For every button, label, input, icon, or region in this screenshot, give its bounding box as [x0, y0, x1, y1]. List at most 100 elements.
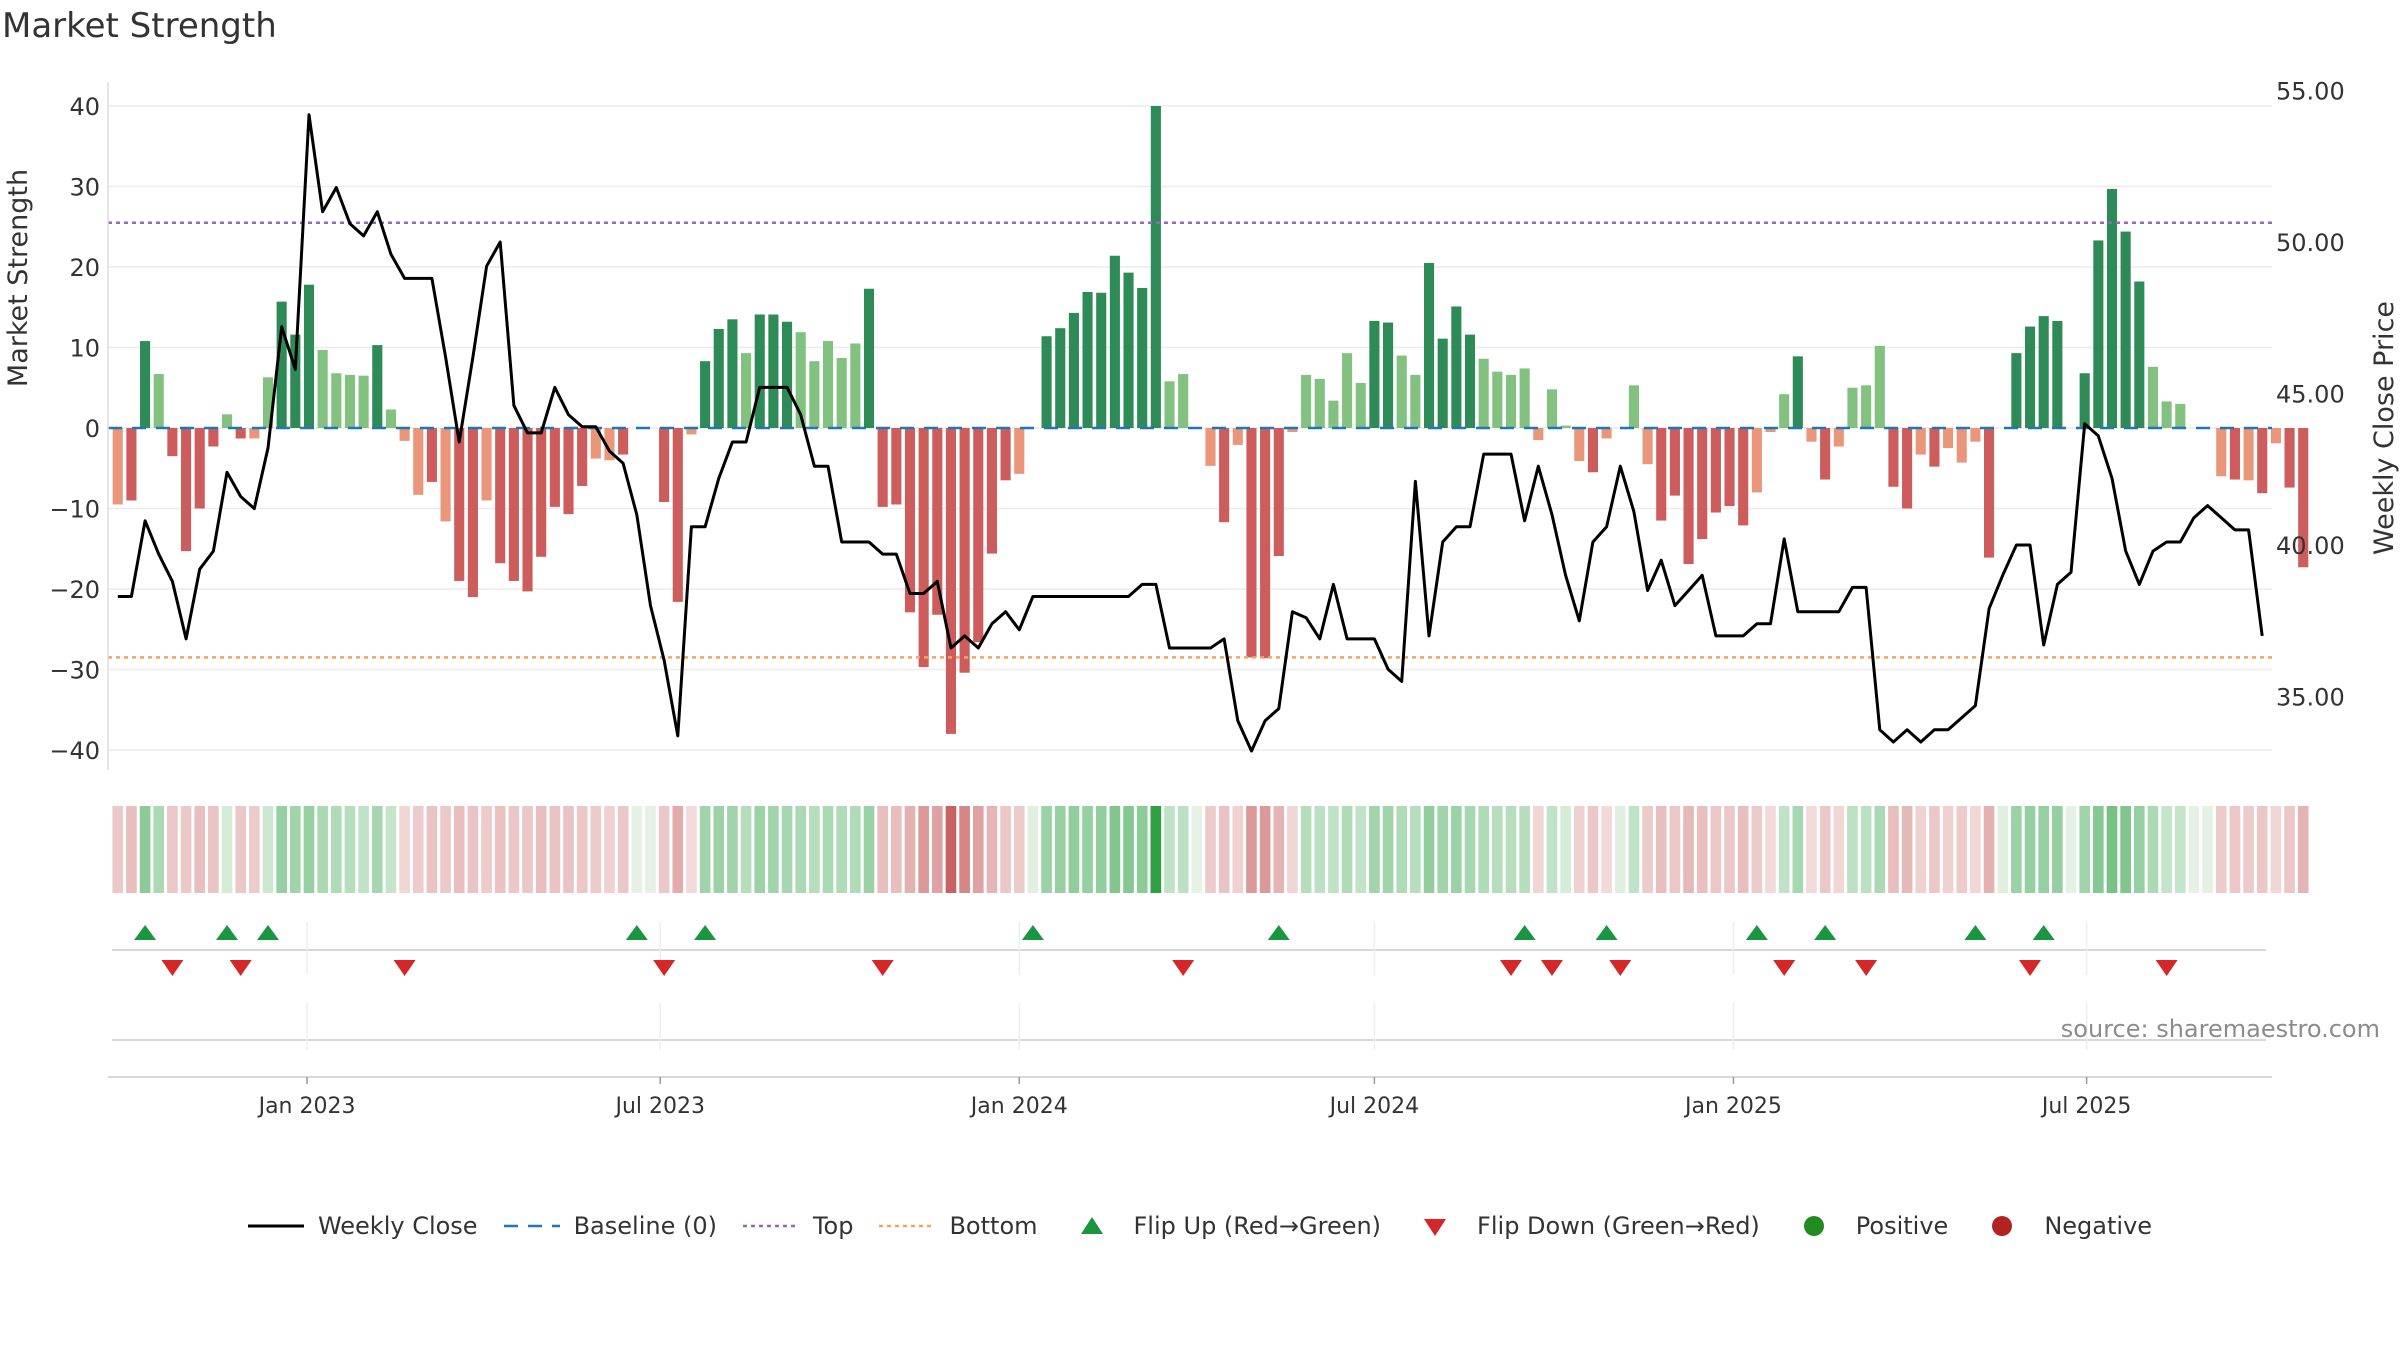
intensity-cell: [740, 806, 752, 893]
strength-bar: [1628, 385, 1639, 428]
strength-bar: [440, 428, 451, 522]
intensity-cell: [208, 806, 219, 893]
intensity-cell: [1587, 806, 1599, 893]
strength-bar: [1055, 328, 1066, 428]
strength-bar: [1246, 428, 1257, 658]
y-tick-label: 20: [69, 254, 100, 282]
strength-bar: [1642, 428, 1653, 465]
intensity-cell: [508, 806, 520, 893]
intensity-cell: [1410, 806, 1421, 893]
flip-down-marker: [1499, 960, 1522, 976]
strength-bar: [1751, 428, 1762, 493]
strength-bar: [2093, 240, 2104, 428]
y2-axis-label: Weekly Close Price: [2369, 301, 2400, 555]
strength-bar: [1369, 320, 1380, 428]
intensity-cell: [1806, 806, 1817, 893]
legend-top: Top: [742, 1212, 853, 1240]
chart-title: Market Strength: [2, 6, 277, 46]
strength-bar: [2134, 281, 2145, 428]
intensity-cell: [1765, 806, 1776, 893]
legend-label: Negative: [2044, 1212, 2153, 1240]
intensity-cell: [1532, 806, 1544, 893]
strength-bar: [1178, 374, 1189, 428]
intensity-cell: [1164, 806, 1175, 893]
strength-bar: [303, 284, 315, 428]
strength-bar: [2161, 401, 2172, 428]
intensity-cell: [1369, 806, 1380, 893]
y2-tick-label: 45.00: [2276, 381, 2345, 409]
intensity-cell: [2133, 806, 2145, 893]
intensity-cell: [1642, 806, 1653, 893]
y-tick-label: −30: [49, 657, 100, 685]
strength-bar: [2243, 428, 2254, 481]
strength-bar: [194, 428, 205, 509]
intensity-cell: [317, 806, 328, 893]
strength-bar: [877, 428, 888, 507]
intensity-cell: [1123, 806, 1134, 893]
intensity-cell: [1287, 806, 1298, 893]
strength-bar: [2270, 428, 2281, 444]
y-axis-label: Market Strength: [3, 169, 34, 387]
strength-bar: [1000, 428, 1011, 481]
intensity-cell: [481, 806, 492, 893]
intensity-cell: [180, 806, 192, 893]
strength-bar: [2147, 366, 2159, 428]
legend-baseline: Baseline (0): [503, 1212, 717, 1240]
x-tick-label: Jan 2025: [1683, 1094, 1782, 1119]
legend-label: Flip Up (Red→Green): [1133, 1212, 1382, 1240]
flip-down-marker: [2019, 960, 2042, 976]
strength-bar: [454, 428, 465, 581]
intensity-cell: [1355, 806, 1367, 893]
intensity-cell: [631, 806, 643, 893]
strength-bar: [1355, 382, 1366, 428]
flip-down-marker: [871, 960, 894, 976]
intensity-cell: [1423, 806, 1435, 893]
flip-up-marker: [1021, 925, 1044, 940]
strength-bar: [1956, 428, 1967, 463]
strength-bar: [508, 428, 519, 581]
intensity-cell: [1792, 806, 1804, 893]
flip-down-marker: [161, 960, 184, 976]
intensity-cell: [713, 806, 725, 893]
y-tick-label: 0: [85, 415, 100, 443]
strength-bar: [1314, 378, 1325, 428]
intensity-cell: [959, 806, 970, 893]
strength-bar: [276, 301, 287, 428]
strength-bar: [1984, 428, 1995, 558]
intensity-cell: [945, 806, 957, 893]
intensity-cell: [617, 806, 629, 893]
strength-bar: [467, 428, 478, 598]
flip-down-marker: [1773, 960, 1796, 976]
strength-bar: [1260, 428, 1271, 659]
strength-bar: [1287, 428, 1298, 433]
intensity-cell: [2243, 806, 2254, 893]
strength-bar: [1861, 385, 1872, 428]
y2-tick-label: 40.00: [2276, 532, 2345, 560]
intensity-cell: [1191, 806, 1203, 893]
intensity-cell: [535, 806, 547, 893]
flip-down-marker: [1855, 960, 1878, 976]
intensity-strip: [112, 806, 2309, 893]
circle-icon: [1803, 1216, 1824, 1236]
strength-bar: [317, 349, 328, 428]
intensity-cell: [2065, 806, 2077, 893]
intensity-cell: [972, 806, 984, 893]
strength-bar: [358, 375, 369, 428]
strength-bar: [413, 428, 424, 495]
intensity-cell: [1505, 806, 1517, 893]
intensity-cell: [1328, 806, 1339, 893]
intensity-cell: [330, 806, 342, 893]
flip-up-marker: [1745, 925, 1768, 940]
legend-weekly-close: Weekly Close: [247, 1212, 478, 1240]
strength-bar: [1806, 428, 1817, 442]
strength-bar: [1205, 428, 1216, 466]
intensity-cell: [426, 806, 438, 893]
intensity-cell: [809, 806, 820, 893]
strength-bar: [1546, 389, 1558, 428]
intensity-cell: [768, 806, 779, 893]
strength-bar: [522, 428, 533, 592]
strength-bar: [1082, 291, 1093, 428]
weekly-close-series: [117, 113, 2264, 753]
strength-bar: [904, 428, 916, 613]
intensity-cell: [1492, 806, 1503, 893]
